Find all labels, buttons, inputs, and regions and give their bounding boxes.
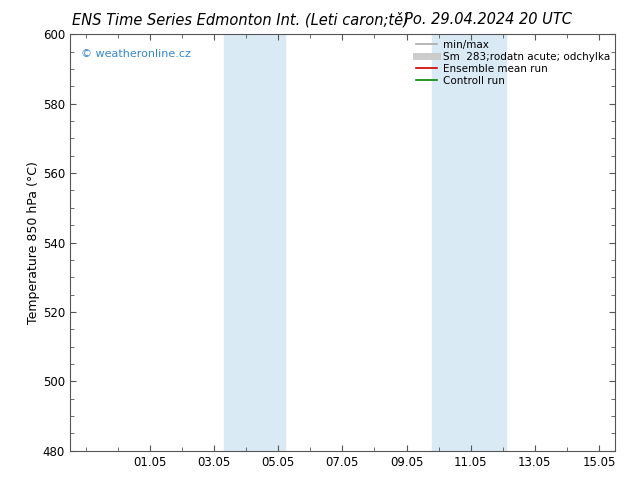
Bar: [224, 34, 285, 451]
Text: © weatheronline.cz: © weatheronline.cz: [81, 49, 191, 59]
Legend: min/max, Sm  283;rodatn acute; odchylka, Ensemble mean run, Controll run: min/max, Sm 283;rodatn acute; odchylka, …: [417, 40, 610, 86]
Text: ENS Time Series Edmonton Int. (Leti caron;tě): ENS Time Series Edmonton Int. (Leti caro…: [72, 12, 410, 28]
Text: Po. 29.04.2024 20 UTC: Po. 29.04.2024 20 UTC: [404, 12, 572, 27]
Bar: [432, 34, 506, 451]
Y-axis label: Temperature 850 hPa (°C): Temperature 850 hPa (°C): [27, 161, 40, 324]
